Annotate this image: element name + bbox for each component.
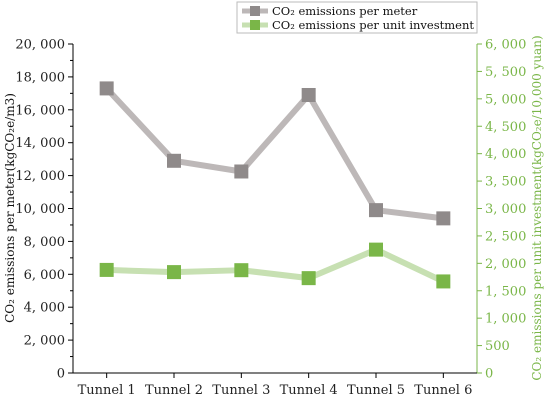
x-tick-label: Tunnel 5 xyxy=(347,383,405,398)
y2-tick-label: 3, 000 xyxy=(485,202,526,217)
series-line-1 xyxy=(103,85,447,222)
series-layer xyxy=(99,81,451,289)
y-tick-label: 6, 000 xyxy=(24,268,65,283)
y2-tick-label: 1, 500 xyxy=(485,284,526,299)
y2-tick-label: 2, 500 xyxy=(485,229,526,244)
data-point-s1-3 xyxy=(234,164,249,179)
y2-tick-label: 6, 000 xyxy=(485,38,526,53)
data-point-s2-1 xyxy=(99,262,114,277)
y-tick-label: 16, 000 xyxy=(15,103,65,118)
data-point-s1-1 xyxy=(99,81,114,96)
data-point-s1-6 xyxy=(436,211,451,226)
y-tick-label: 10, 000 xyxy=(15,202,65,217)
x-tick-label: Tunnel 3 xyxy=(212,383,270,398)
data-point-s1-2 xyxy=(167,153,181,168)
y-tick-label: 4, 000 xyxy=(24,301,65,316)
legend-label-2: CO₂ emissions per unit investment xyxy=(272,18,474,32)
y2-tick-label: 5, 000 xyxy=(485,92,526,107)
y2-tick-label: 1, 000 xyxy=(485,312,526,327)
x-tick-label: Tunnel 6 xyxy=(414,383,472,398)
y2-tick-label: 500 xyxy=(485,339,510,354)
y2-axis-title: CO₂ emissions per unit investment(kgCO₂e… xyxy=(530,35,544,380)
y-tick-label: 2, 000 xyxy=(24,334,65,349)
y2-tick-label: 4, 500 xyxy=(485,120,526,135)
y-axis-title: CO₂ emissions per meter(kgCO₂e/m3) xyxy=(3,93,17,323)
y2-tick-label: 5, 500 xyxy=(485,65,526,80)
data-point-s2-2 xyxy=(167,265,181,280)
data-point-s2-6 xyxy=(436,274,451,289)
legend: CO₂ emissions per meter CO₂ emissions pe… xyxy=(236,1,478,34)
data-point-s1-5 xyxy=(369,203,383,218)
data-point-s2-5 xyxy=(369,242,383,257)
series-line-2 xyxy=(103,246,447,285)
data-point-s1-4 xyxy=(301,87,316,102)
legend-label-1: CO₂ emissions per meter xyxy=(272,4,418,18)
x-tick-label: Tunnel 1 xyxy=(78,383,136,398)
y2-tick-label: 2, 000 xyxy=(485,257,526,272)
y2-tick-label: 4, 000 xyxy=(485,147,526,162)
legend-marker-1 xyxy=(250,6,260,16)
y2-tick-label: 3, 500 xyxy=(485,175,526,190)
y-tick-label: 14, 000 xyxy=(15,136,65,151)
data-point-s2-3 xyxy=(234,263,249,278)
legend-marker-2 xyxy=(250,20,260,30)
x-tick-label: Tunnel 4 xyxy=(280,383,338,398)
y-tick-label: 0 xyxy=(57,367,65,382)
x-tick-label: Tunnel 2 xyxy=(145,383,203,398)
y-tick-label: 20, 000 xyxy=(15,38,65,53)
y-tick-label: 18, 000 xyxy=(15,70,65,85)
axes: 0 2, 000 4, 000 6, 000 8, 000 10, 000 12, 000 1… xyxy=(15,38,526,399)
y-tick-label: 12, 000 xyxy=(15,169,65,184)
y-tick-label: 8, 000 xyxy=(24,235,65,250)
y2-tick-label: 0 xyxy=(485,367,493,382)
data-point-s2-4 xyxy=(301,271,316,286)
legend-box xyxy=(236,1,478,34)
